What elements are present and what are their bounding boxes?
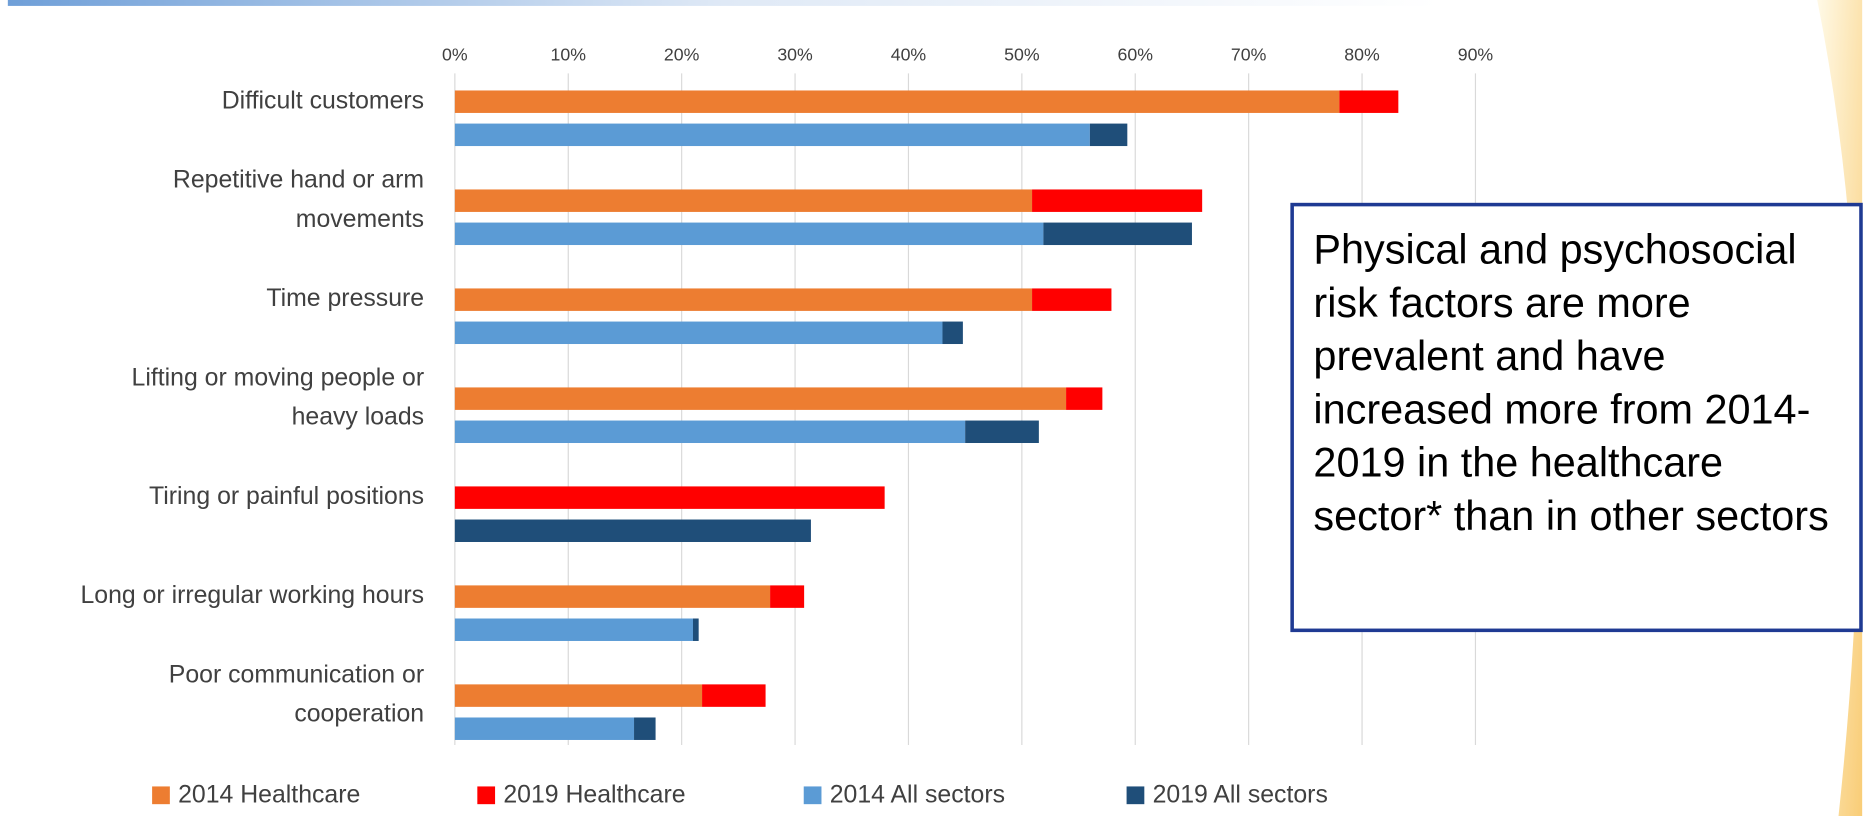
x-tick-label: 40%: [891, 44, 927, 64]
x-tick-label: 70%: [1231, 44, 1267, 64]
top-band: [7, 0, 1439, 6]
category-label: heavy loads: [292, 404, 425, 431]
bar-segment: [702, 684, 766, 707]
bar-segment: [770, 585, 805, 608]
bar-segment: [454, 222, 1044, 246]
category-label: Repetitive hand or arm: [173, 167, 424, 194]
bar-segment: [634, 717, 656, 740]
category-label: Poor communication or: [169, 662, 424, 689]
category-label: Lifting or moving people or: [132, 365, 425, 392]
legend-label: 2014 All sectors: [830, 781, 1005, 808]
bar-segment: [454, 288, 1033, 311]
x-tick-label: 50%: [1004, 44, 1040, 64]
legend-swatch: [477, 786, 496, 805]
bar-segment: [692, 618, 699, 641]
bar-segment: [454, 684, 703, 707]
bar-segment: [454, 90, 1340, 113]
x-tick-label: 80%: [1344, 44, 1380, 64]
x-tick-label: 30%: [777, 44, 813, 64]
category-label: Time pressure: [266, 285, 424, 312]
bar-segment: [454, 486, 885, 509]
legend-label: 2014 Healthcare: [178, 781, 360, 808]
bar-segment: [1032, 189, 1203, 212]
category-label: Difficult customers: [222, 87, 424, 114]
category-label: Tiring or painful positions: [149, 483, 424, 510]
bar-segment: [1089, 123, 1128, 147]
bar-segment: [454, 717, 635, 740]
bar-segment: [454, 585, 771, 608]
legend-swatch: [1126, 786, 1145, 805]
bar-segment: [454, 123, 1090, 147]
legend-label: 2019 Healthcare: [503, 781, 685, 808]
legend-label: 2019 All sectors: [1153, 781, 1328, 808]
bar-segment: [942, 321, 963, 345]
legend-swatch: [803, 786, 822, 805]
bar-segment: [454, 189, 1033, 212]
bar-segment: [454, 618, 693, 641]
annotation-box: [1290, 202, 1863, 633]
legend-swatch: [152, 786, 170, 805]
bar-segment: [1043, 222, 1192, 246]
x-tick-label: 60%: [1118, 44, 1154, 64]
annotation-holder: Physical and psychosocial risk factors a…: [1313, 227, 1829, 540]
x-tick-label: 10%: [551, 44, 587, 64]
bar-segment: [454, 321, 943, 345]
bar-segment: [454, 420, 966, 444]
category-label: movements: [296, 206, 424, 233]
bar-segment: [454, 519, 811, 542]
bar-segment: [1066, 387, 1103, 410]
x-tick-label: 90%: [1458, 44, 1494, 64]
bar-segment: [965, 420, 1039, 444]
category-label: cooperation: [294, 701, 424, 728]
x-tick-label: 0%: [442, 44, 468, 64]
annotation: Physical and psychosocial risk factors a…: [1313, 227, 1829, 540]
bar-segment: [454, 387, 1067, 410]
bar-segment: [1032, 288, 1112, 311]
category-label: Long or irregular working hours: [80, 582, 424, 609]
bar-segment: [1339, 90, 1399, 113]
x-tick-label: 20%: [664, 44, 700, 64]
